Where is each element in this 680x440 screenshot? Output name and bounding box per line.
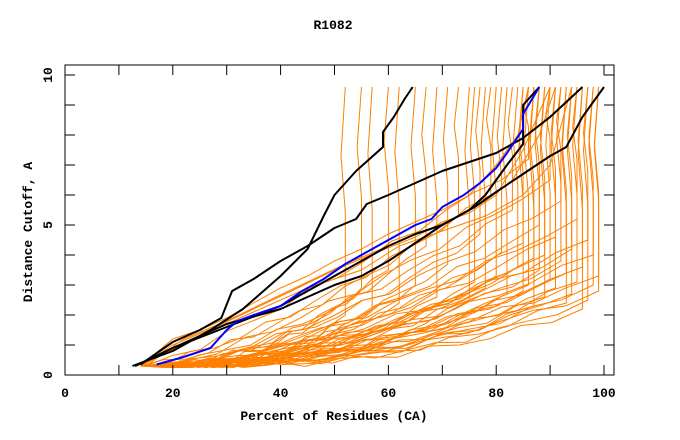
- x-tick-label: 60: [381, 386, 397, 401]
- orange-model-line: [151, 86, 438, 369]
- y-axis-label: Distance Cutoff, A: [21, 162, 36, 303]
- orange-model-line: [161, 86, 470, 369]
- x-tick-label: 80: [488, 386, 504, 401]
- orange-model-line: [140, 86, 519, 368]
- plot-frame: [64, 64, 615, 376]
- orange-model-line: [140, 86, 562, 368]
- orange-model-line: [156, 86, 476, 369]
- reference-series: [132, 86, 605, 367]
- x-tick-label: 40: [273, 386, 289, 401]
- y-tick-label: 5: [41, 221, 56, 229]
- x-tick-label: 0: [61, 386, 69, 401]
- orange-model-line: [151, 86, 373, 369]
- y-tick-label: 0: [41, 371, 56, 379]
- x-tick-label: 100: [592, 386, 616, 401]
- axis-ticks: [64, 65, 614, 376]
- orange-model-line: [161, 86, 416, 369]
- orange-model-line: [156, 86, 362, 369]
- chart-title: R1082: [313, 18, 352, 33]
- orange-model-line: [161, 86, 346, 369]
- orange-model-line: [140, 86, 400, 369]
- orange-model-line: [140, 86, 459, 367]
- x-axis-label: Percent of Residues (CA): [240, 409, 427, 424]
- orange-model-line: [156, 86, 540, 367]
- x-tick-label: 20: [165, 386, 181, 401]
- orange-model-line: [161, 86, 551, 367]
- orange-model-line: [140, 86, 589, 369]
- axis-tick-labels: 0 20 40 60 80 100 0 5 10: [41, 67, 616, 401]
- orange-model-line: [151, 86, 481, 367]
- orange-model-line: [140, 86, 573, 367]
- orange-model-series: [140, 86, 600, 369]
- orange-model-line: [161, 86, 535, 369]
- black-1-line: [132, 86, 414, 367]
- orange-model-line: [145, 86, 389, 369]
- blue-line: [156, 86, 541, 366]
- y-tick-label: 10: [41, 67, 56, 83]
